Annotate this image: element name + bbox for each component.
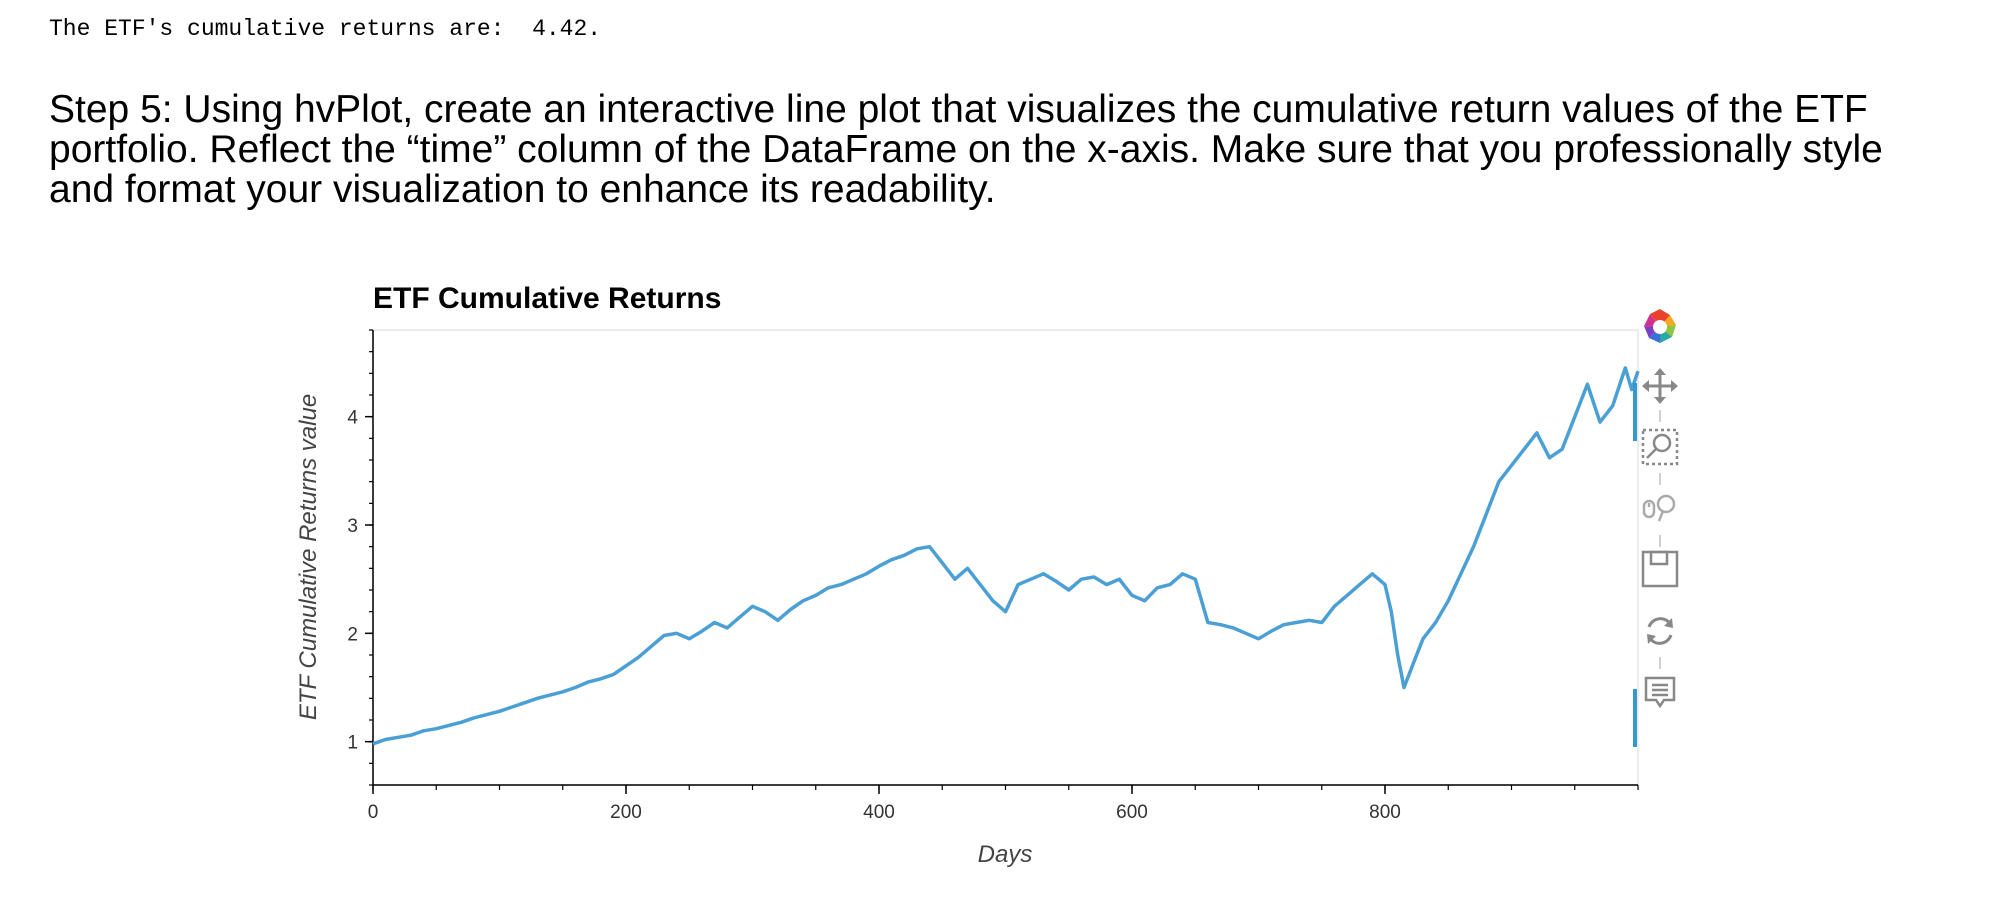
toolbar-separator (1659, 473, 1661, 485)
cell-output: The ETF's cumulative returns are: 4.42. (49, 16, 602, 42)
y-tick-label: 2 (347, 624, 358, 645)
toolbar-active-indicator (1633, 689, 1637, 747)
y-axis-label: ETF Cumulative Returns value (295, 394, 322, 720)
x-tick-label: 800 (1369, 802, 1401, 823)
series-line (372, 366, 1640, 746)
wheel-zoom-icon[interactable] (1638, 486, 1682, 530)
chart-title: ETF Cumulative Returns (373, 282, 721, 315)
y-tick-label: 3 (347, 516, 358, 537)
toolbar-separator (1659, 535, 1661, 547)
series-layer (372, 366, 1640, 746)
y-tick-label: 1 (347, 733, 358, 754)
step-heading: Step 5: Using hvPlot, create an interact… (49, 88, 1883, 211)
x-axis: 0 200 400 600 800 (368, 784, 1639, 823)
toolbar-separator (1659, 410, 1661, 422)
y-axis: 1 2 3 4 (347, 329, 374, 786)
plot-frame (372, 329, 1639, 786)
toolbar-active-indicator (1633, 383, 1637, 441)
x-tick-label: 200 (610, 802, 642, 823)
save-icon[interactable] (1638, 547, 1682, 591)
x-tick-label: 400 (863, 802, 895, 823)
y-tick-label: 4 (347, 408, 358, 429)
box-zoom-icon[interactable] (1638, 425, 1682, 469)
bokeh-logo-icon[interactable] (1638, 305, 1682, 349)
hover-icon[interactable] (1638, 670, 1682, 714)
x-tick-label: 0 (368, 802, 379, 823)
reset-icon[interactable] (1638, 609, 1682, 653)
x-tick-label: 600 (1116, 802, 1148, 823)
toolbar-separator (1659, 657, 1661, 669)
pan-icon[interactable] (1638, 364, 1682, 408)
x-axis-label: Days (978, 841, 1033, 868)
